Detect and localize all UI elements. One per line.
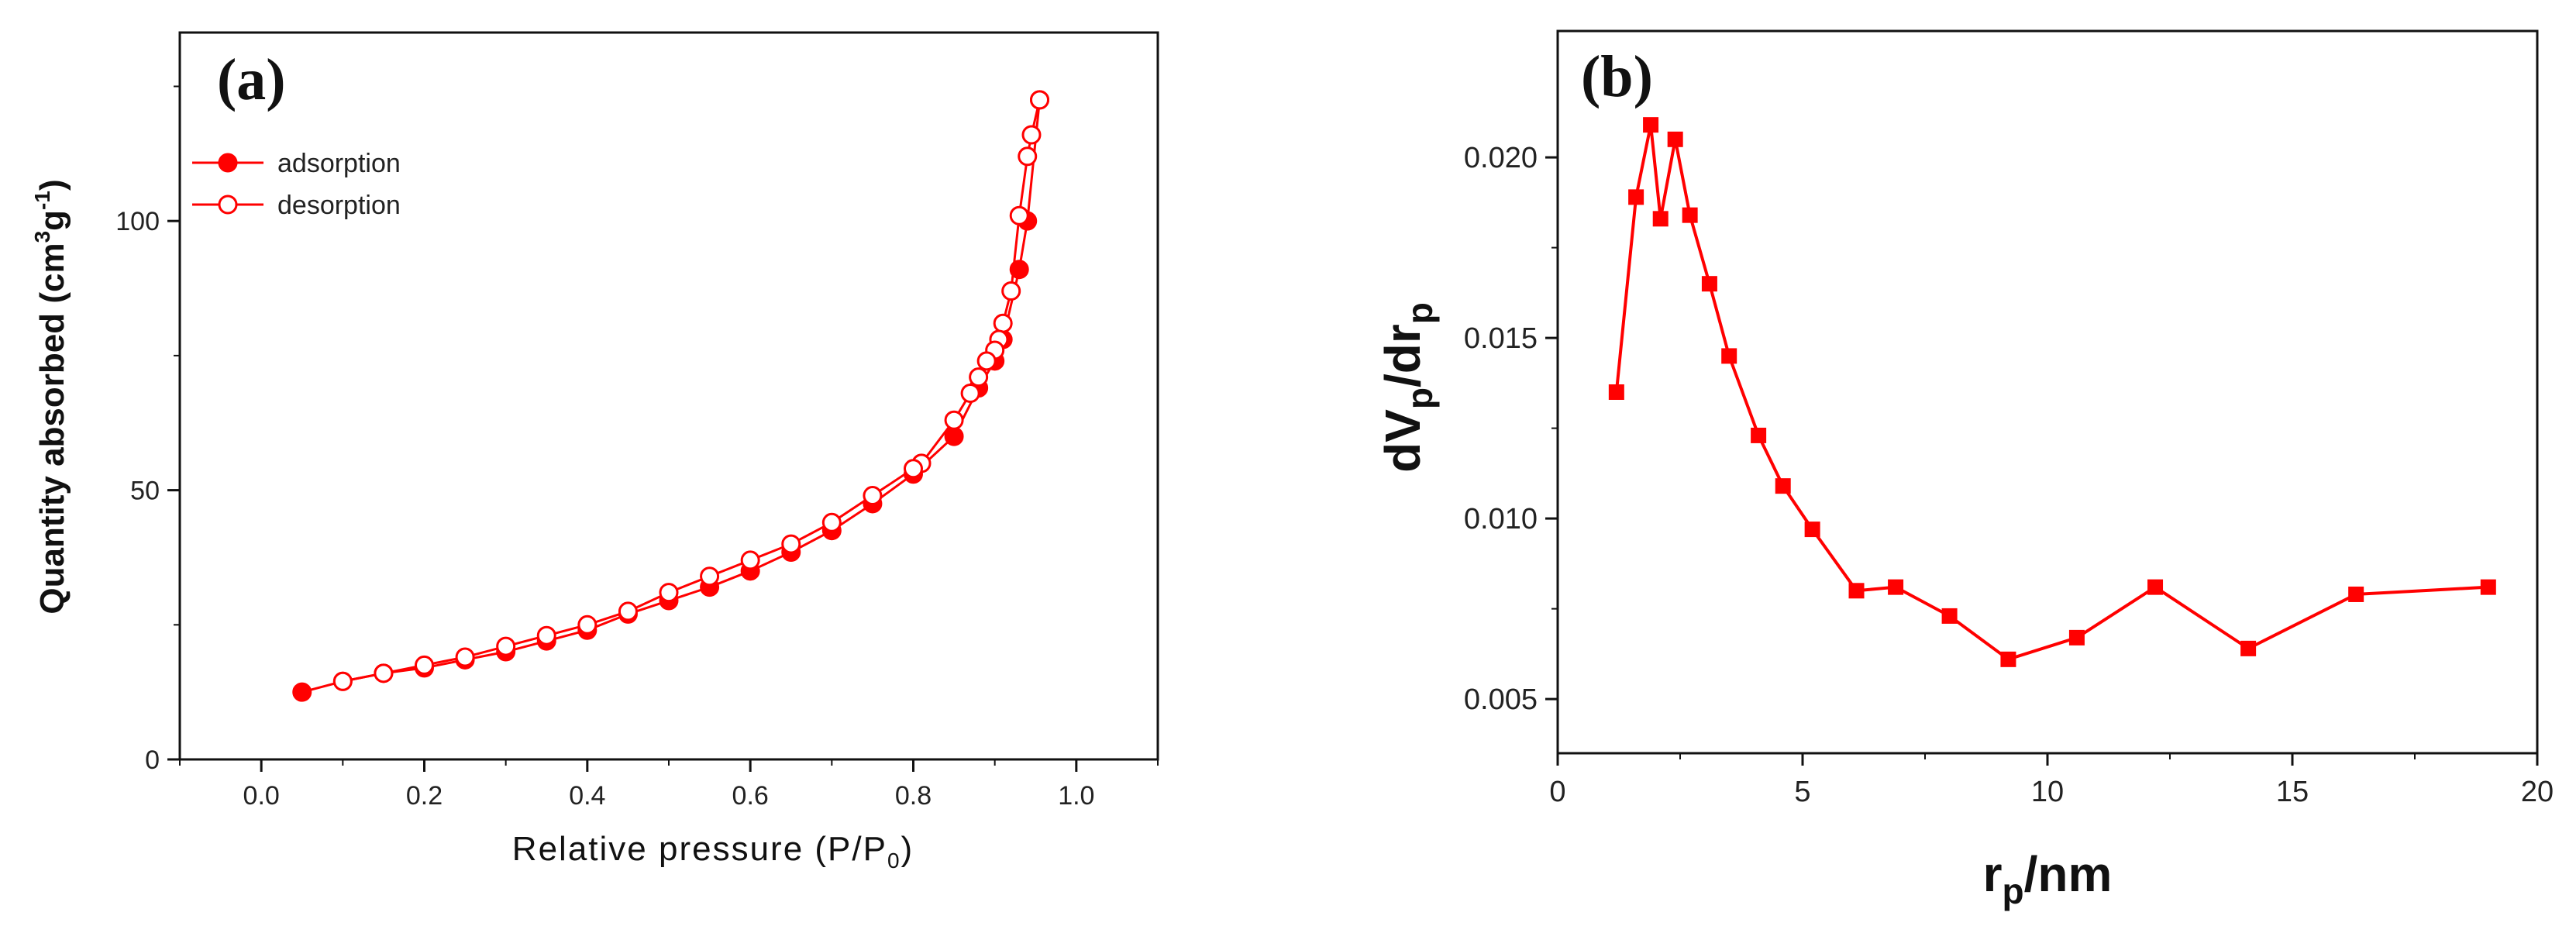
panel-b-point bbox=[1804, 522, 1820, 538]
panel-b-point bbox=[1628, 189, 1644, 205]
panel-a-desorption-point bbox=[1018, 146, 1038, 167]
panel-a-adsorption-isotherm: (a) 0.0 0.2 0.4 0.6 0.8 1.0 0 50 100 Relative p… bbox=[30, 31, 1159, 873]
panel-a-desorption-point bbox=[863, 486, 883, 506]
legend-adsorption-marker bbox=[218, 153, 238, 173]
panel-b-point bbox=[1667, 131, 1683, 147]
panel-a-desorption-point bbox=[1009, 205, 1029, 226]
panel-b-y-tick-label: 0.010 bbox=[1464, 503, 1538, 535]
panel-a-x-axis: 0.0 0.2 0.4 0.6 0.8 1.0 bbox=[179, 759, 1159, 811]
panel-b-x-axis: 0 5 10 15 20 bbox=[1549, 753, 2554, 808]
panel-a-desorption-point bbox=[536, 625, 556, 646]
panel-b-point bbox=[1701, 276, 1717, 292]
panel-b-point bbox=[1848, 583, 1865, 599]
panel-b-x-tick-label: 15 bbox=[2276, 776, 2309, 808]
panel-a-x-axis-title: Relative pressure (P/P0) bbox=[512, 830, 914, 873]
panel-a-desorption-point bbox=[904, 459, 923, 479]
panel-a-desorption-point bbox=[496, 636, 516, 656]
panel-a-x-tick-label: 1.0 bbox=[1058, 781, 1094, 811]
panel-b-y-tick-label: 0.005 bbox=[1464, 683, 1538, 716]
legend-desorption-label: desorption bbox=[277, 191, 401, 220]
panel-a-adsorption-point bbox=[1009, 260, 1029, 280]
panel-a-x-tick-label: 0.2 bbox=[406, 781, 443, 811]
panel-b-plot-frame bbox=[1556, 29, 2539, 755]
panel-b-series-line bbox=[1614, 124, 2488, 662]
panel-a-y-tick-label: 0 bbox=[145, 745, 160, 775]
legend-desorption-marker bbox=[218, 195, 238, 215]
panel-b-x-tick-label: 5 bbox=[1794, 776, 1810, 808]
panel-b-point bbox=[1721, 348, 1737, 364]
panel-b-point bbox=[2348, 586, 2364, 602]
panel-a-desorption-point bbox=[781, 534, 801, 554]
panel-a-desorption-point bbox=[332, 671, 353, 691]
panel-a-adsorption-point bbox=[944, 426, 964, 446]
panel-a-desorption-point bbox=[374, 663, 394, 683]
panel-b-point bbox=[2068, 629, 2085, 646]
panel-a-desorption-point bbox=[944, 410, 964, 430]
panel-b-x-tick-label: 20 bbox=[2521, 776, 2554, 808]
panel-b-series bbox=[1608, 117, 2496, 667]
panel-a-desorption-point bbox=[659, 583, 679, 603]
panel-a-label: (a) bbox=[217, 47, 286, 112]
panel-b-x-tick-label: 10 bbox=[2031, 776, 2064, 808]
panel-a-legend: adsorption desorption bbox=[192, 149, 401, 220]
panel-a-y-axis: 0 50 100 bbox=[115, 85, 180, 775]
panel-b-point bbox=[1888, 579, 1904, 595]
panel-a-desorption-point bbox=[700, 566, 720, 587]
panel-a-x-tick-label: 0.4 bbox=[569, 781, 605, 811]
panel-b-y-axis-title: dVp/drp bbox=[1375, 302, 1440, 473]
panel-a-desorption-point bbox=[577, 615, 598, 635]
panel-a-adsorption-point bbox=[292, 682, 312, 702]
panel-b-y-tick-label: 0.015 bbox=[1464, 322, 1538, 355]
panel-a-desorption-point bbox=[740, 550, 760, 570]
panel-b-point bbox=[1941, 608, 1958, 624]
panel-a-desorption-point bbox=[993, 313, 1013, 333]
panel-a-desorption-point bbox=[976, 351, 997, 371]
panel-b-y-axis: 0.005 0.010 0.015 0.020 bbox=[1464, 142, 1558, 716]
panel-a-desorption-point bbox=[821, 512, 842, 532]
panel-a-y-tick-label: 50 bbox=[130, 477, 160, 506]
panel-b-point bbox=[2147, 579, 2164, 595]
panel-a-desorption-point bbox=[1001, 281, 1021, 301]
panel-a-desorption-point bbox=[618, 601, 638, 621]
panel-a-desorption-point bbox=[960, 384, 980, 404]
panel-a-x-tick-label: 0.6 bbox=[732, 781, 769, 811]
panel-a-desorption-line bbox=[343, 99, 1041, 683]
panel-b-point bbox=[1643, 117, 1659, 133]
panel-a-desorption-point bbox=[969, 367, 989, 387]
panel-b-point bbox=[2240, 640, 2257, 656]
panel-a-plot-frame bbox=[178, 31, 1159, 761]
panel-b-x-axis-title: rp/nm bbox=[1983, 846, 2113, 911]
panel-b-y-tick-label: 0.020 bbox=[1464, 142, 1538, 174]
panel-a-desorption-point bbox=[415, 655, 434, 675]
panel-a-series bbox=[292, 90, 1050, 702]
panel-b-x-tick-label: 0 bbox=[1549, 776, 1565, 808]
panel-a-y-axis-title: Quantity absorbed (cm3g-1) bbox=[30, 179, 71, 614]
panel-a-desorption-point bbox=[1030, 90, 1050, 110]
panel-b-point bbox=[2480, 579, 2496, 595]
panel-a-y-tick-label: 100 bbox=[115, 207, 160, 236]
panel-b-point bbox=[1652, 211, 1669, 227]
panel-b-point bbox=[1775, 478, 1791, 494]
panel-b-point bbox=[2000, 651, 2016, 667]
panel-b-point bbox=[1682, 207, 1698, 223]
panel-a-x-tick-label: 0.8 bbox=[895, 781, 932, 811]
panel-a-desorption-point bbox=[455, 647, 475, 667]
panel-b-point bbox=[1751, 427, 1767, 443]
panel-b-point bbox=[1608, 384, 1624, 400]
panel-a-desorption-point bbox=[1021, 125, 1042, 145]
panel-a-x-tick-label: 0.0 bbox=[243, 781, 280, 811]
legend-adsorption-label: adsorption bbox=[277, 149, 401, 178]
panel-b-label: (b) bbox=[1581, 44, 1653, 109]
